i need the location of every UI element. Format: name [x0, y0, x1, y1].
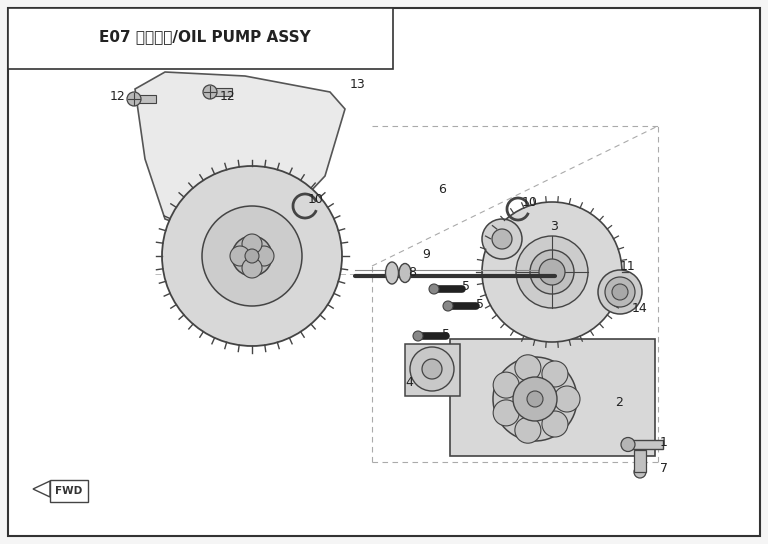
Bar [50, 480, 88, 502]
Circle shape [429, 284, 439, 294]
Circle shape [542, 411, 568, 437]
Ellipse shape [399, 263, 411, 282]
Text: 11: 11 [620, 259, 636, 273]
Bar [405, 344, 460, 396]
Ellipse shape [386, 262, 399, 284]
Circle shape [230, 194, 260, 224]
Circle shape [482, 202, 622, 342]
Text: 1: 1 [660, 436, 668, 448]
Circle shape [215, 179, 275, 239]
Circle shape [612, 284, 628, 300]
Circle shape [422, 359, 442, 379]
Circle shape [203, 85, 217, 99]
Circle shape [493, 400, 519, 426]
Text: 4: 4 [405, 375, 413, 388]
Polygon shape [135, 72, 345, 239]
Text: 5: 5 [462, 280, 470, 293]
Text: 10: 10 [308, 193, 324, 206]
Text: 7: 7 [660, 462, 668, 475]
Text: 2: 2 [615, 395, 623, 409]
Text: 14: 14 [632, 302, 647, 316]
Circle shape [516, 236, 588, 308]
Text: 6: 6 [438, 182, 446, 195]
Circle shape [232, 236, 272, 276]
Circle shape [242, 234, 262, 254]
Text: 3: 3 [550, 219, 558, 232]
Circle shape [513, 377, 557, 421]
Circle shape [162, 166, 342, 346]
Circle shape [413, 331, 423, 341]
Circle shape [493, 372, 519, 398]
Circle shape [254, 246, 274, 266]
Text: 10: 10 [522, 195, 538, 208]
Text: 5: 5 [476, 298, 484, 311]
Circle shape [443, 301, 453, 311]
Circle shape [202, 206, 302, 306]
Circle shape [245, 249, 259, 263]
Circle shape [530, 250, 574, 294]
Bar [134, 95, 156, 103]
Text: 5: 5 [442, 327, 450, 341]
Text: FWD: FWD [55, 486, 83, 496]
Circle shape [598, 270, 642, 314]
Circle shape [242, 258, 262, 278]
Circle shape [410, 347, 454, 391]
Circle shape [230, 246, 250, 266]
Circle shape [482, 219, 522, 259]
Circle shape [605, 277, 635, 307]
Bar [210, 88, 232, 96]
Text: 9: 9 [422, 248, 430, 261]
Circle shape [492, 229, 512, 249]
Circle shape [515, 417, 541, 443]
Text: E07 机油泵组/OIL PUMP ASSY: E07 机油泵组/OIL PUMP ASSY [99, 29, 311, 45]
Circle shape [527, 391, 543, 407]
Text: 12: 12 [220, 90, 236, 102]
Circle shape [634, 466, 646, 478]
Text: 13: 13 [350, 77, 366, 90]
Circle shape [515, 355, 541, 381]
Bar [628, 440, 663, 449]
Circle shape [542, 361, 568, 387]
Circle shape [127, 92, 141, 106]
Polygon shape [450, 339, 655, 456]
Text: 12: 12 [110, 90, 126, 102]
Polygon shape [33, 481, 50, 497]
Bar [8, 8, 393, 69]
Text: 8: 8 [408, 265, 416, 279]
Circle shape [493, 357, 577, 441]
Circle shape [621, 437, 635, 452]
Bar [634, 450, 646, 472]
Circle shape [554, 386, 580, 412]
Circle shape [539, 259, 565, 285]
